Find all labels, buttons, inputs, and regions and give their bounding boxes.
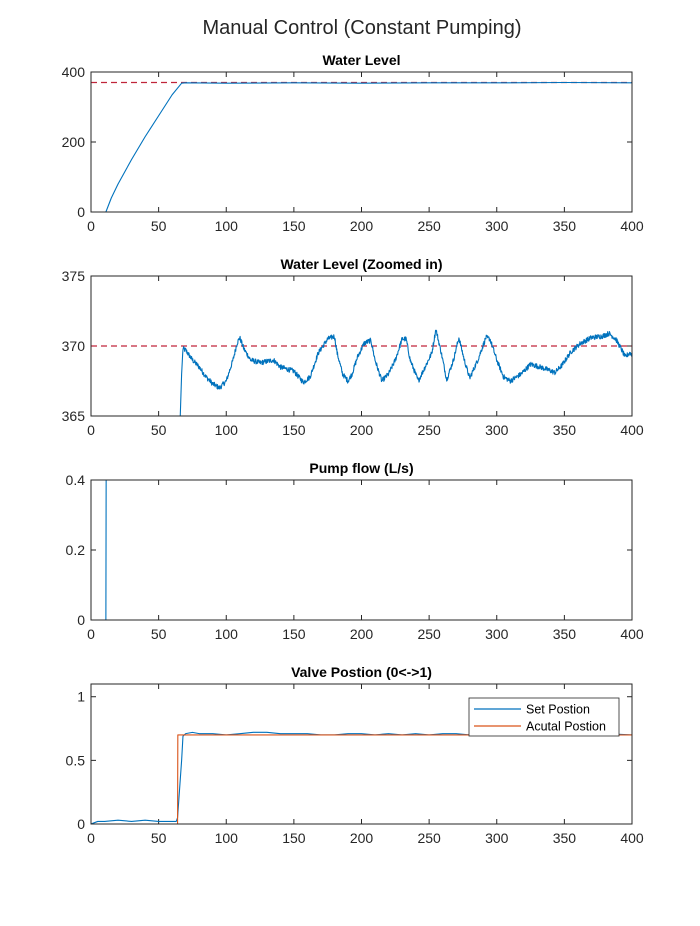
- series-line-1: [91, 81, 632, 212]
- x-tick-label: 200: [350, 422, 374, 438]
- y-tick-label: 0: [77, 204, 85, 220]
- x-tick-label: 350: [553, 422, 577, 438]
- subplot-title: Water Level (Zoomed in): [280, 256, 442, 272]
- x-tick-label: 50: [151, 830, 167, 846]
- x-tick-label: 400: [620, 626, 644, 642]
- plot-content: [91, 81, 632, 212]
- x-tick-label: 200: [350, 626, 374, 642]
- x-tick-label: 250: [417, 830, 441, 846]
- subplot-title: Valve Postion (0<->1): [291, 664, 432, 680]
- series-line-1: [91, 480, 632, 620]
- x-tick-label: 350: [553, 830, 577, 846]
- axis-ticks: 0 50 100 150 200 250 300 350 400 0 200 400: [62, 64, 644, 234]
- x-tick-label: 300: [485, 422, 509, 438]
- x-tick-label: 250: [417, 218, 441, 234]
- x-tick-label: 300: [485, 626, 509, 642]
- plot-content: [91, 480, 632, 620]
- subplot-title: Pump flow (L/s): [309, 460, 413, 476]
- x-tick-label: 0: [87, 422, 95, 438]
- x-tick-label: 0: [87, 626, 95, 642]
- x-tick-label: 0: [87, 218, 95, 234]
- legend: Set Postion Acutal Postion: [468, 697, 620, 737]
- x-tick-label: 100: [215, 422, 239, 438]
- x-tick-label: 250: [417, 626, 441, 642]
- legend-label: Acutal Postion: [526, 720, 606, 734]
- legend-label: Set Postion: [526, 703, 590, 717]
- series-line-1: [91, 731, 632, 824]
- x-tick-label: 150: [282, 626, 306, 642]
- y-tick-label: 200: [62, 134, 86, 150]
- plot-content: [91, 731, 632, 824]
- x-tick-label: 350: [553, 218, 577, 234]
- x-tick-label: 0: [87, 830, 95, 846]
- axis-ticks: 0 50 100 150 200 250 300 350 400 365 370 375: [62, 268, 644, 438]
- legend-box: [468, 697, 620, 737]
- series-line-2: [91, 734, 632, 824]
- x-tick-label: 300: [485, 218, 509, 234]
- x-tick-label: 150: [282, 830, 306, 846]
- axes-box: [90, 479, 633, 621]
- x-tick-label: 100: [215, 218, 239, 234]
- x-tick-label: 200: [350, 218, 374, 234]
- subplot-3: Pump flow (L/s)0 50 100 150 200 250 300 350 4000…: [66, 460, 644, 642]
- x-tick-label: 300: [485, 830, 509, 846]
- y-tick-label: 1: [77, 689, 85, 705]
- y-tick-label: 0: [77, 816, 85, 832]
- x-tick-label: 50: [151, 422, 167, 438]
- x-tick-label: 100: [215, 830, 239, 846]
- subplot-title: Water Level: [322, 52, 400, 68]
- y-tick-label: 400: [62, 64, 86, 80]
- y-tick-label: 370: [62, 338, 86, 354]
- figure-title: Manual Control (Constant Pumping): [202, 17, 521, 39]
- axis-ticks: 0 50 100 150 200 250 300 350 400 0 0.5 1: [66, 684, 644, 846]
- x-tick-label: 200: [350, 830, 374, 846]
- axes-box: [90, 683, 633, 825]
- x-tick-label: 100: [215, 626, 239, 642]
- x-tick-label: 250: [417, 422, 441, 438]
- subplot-4: Valve Postion (0<->1) 0 50 100 150 200 250 300 3…: [66, 664, 644, 846]
- x-tick-label: 150: [282, 422, 306, 438]
- subplot-2: Water Level (Zoomed in) 0 50 100 150 200 250 30…: [62, 256, 644, 438]
- x-tick-label: 50: [151, 626, 167, 642]
- axis-ticks: 0 50 100 150 200 250 300 350 400 0 0.2 0.4: [66, 472, 644, 642]
- x-tick-label: 400: [620, 422, 644, 438]
- x-tick-label: 50: [151, 218, 167, 234]
- axes-box: [90, 71, 633, 213]
- plot-content: [91, 329, 632, 416]
- axes-box: [90, 275, 633, 417]
- y-tick-label: 0.2: [66, 542, 86, 558]
- y-tick-label: 0: [77, 612, 85, 628]
- x-tick-label: 400: [620, 218, 644, 234]
- y-tick-label: 365: [62, 408, 86, 424]
- x-tick-label: 400: [620, 830, 644, 846]
- series-line-1: [179, 329, 632, 416]
- x-tick-label: 150: [282, 218, 306, 234]
- subplot-1: Water Level 0 50 100 150 200 250 300 350 400 0 200 4…: [62, 52, 644, 234]
- x-tick-label: 350: [553, 626, 577, 642]
- y-tick-label: 375: [62, 268, 86, 284]
- y-tick-label: 0.5: [66, 752, 86, 768]
- y-tick-label: 0.4: [66, 472, 86, 488]
